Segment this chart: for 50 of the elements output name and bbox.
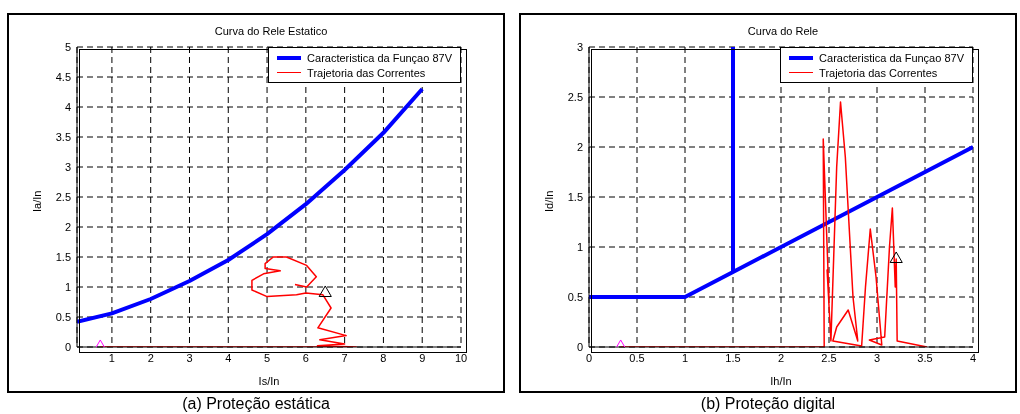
x-axis-title: Ih/In (770, 375, 792, 387)
y-tick-label: 0.5 (55, 310, 71, 323)
y-tick-label: 3 (64, 160, 71, 173)
legend-label: Trajetoria das Correntes (819, 66, 938, 79)
x-tick-label: 3.5 (917, 351, 933, 364)
chart-title: Curva do Rele Estatico (213, 25, 329, 37)
x-tick-label: 8 (380, 351, 387, 364)
x-tick-label: 2 (777, 351, 785, 364)
legend-label: Caracteristica da Funçao 87V (819, 51, 964, 64)
line-series (77, 87, 425, 324)
y-tick-label: 0 (64, 340, 71, 353)
x-tick-label: 10 (454, 351, 468, 364)
y-tick-label: 4.5 (55, 70, 71, 83)
x-tick-label: 6 (302, 351, 309, 364)
legend-label: Caracteristica da Funçao 87V (307, 51, 452, 64)
y-tick-label: 1 (64, 280, 71, 293)
legend-label: Trajetoria das Correntes (307, 66, 426, 79)
x-tick-label: 9 (419, 351, 426, 364)
y-tick-label: 2.5 (55, 190, 71, 203)
text: (b) Proteção digital (699, 395, 837, 413)
x-tick-label: 4 (969, 351, 977, 364)
y-tick-label: 2.5 (567, 90, 583, 103)
y-tick-label: 1 (576, 240, 583, 253)
y-tick-label: 3 (576, 40, 583, 53)
y-tick-label: 1.5 (567, 190, 583, 203)
x-tick-label: 7 (341, 351, 348, 364)
x-tick-label: 0 (585, 351, 593, 364)
y-tick-label: 5 (64, 40, 71, 53)
x-tick-label: 1 (681, 351, 689, 364)
x-tick-label: 3 (873, 351, 881, 364)
x-tick-label: 2 (147, 351, 154, 364)
text: (a) Proteção estática (181, 395, 331, 413)
y-axis-title: Ia/In (30, 190, 43, 212)
y-tick-label: 4 (64, 100, 71, 113)
x-axis-title: Is/In (258, 375, 280, 387)
x-tick-label: 5 (264, 351, 271, 364)
chart-title: Curva do Rele (746, 25, 820, 37)
y-tick-label: 1.5 (55, 250, 71, 263)
y-tick-label: 2 (576, 140, 583, 153)
x-tick-label: 0.5 (629, 351, 645, 364)
x-tick-label: 1.5 (725, 351, 741, 364)
y-tick-label: 3.5 (55, 130, 71, 143)
y-tick-label: 0.5 (567, 290, 583, 303)
x-tick-label: 3 (186, 351, 193, 364)
x-tick-label: 1 (108, 351, 115, 364)
y-tick-label: 0 (576, 340, 583, 353)
x-tick-label: 2.5 (821, 351, 837, 364)
y-tick-label: 2 (64, 220, 71, 233)
x-tick-label: 4 (225, 351, 232, 364)
y-axis-title: Id/In (542, 190, 555, 212)
